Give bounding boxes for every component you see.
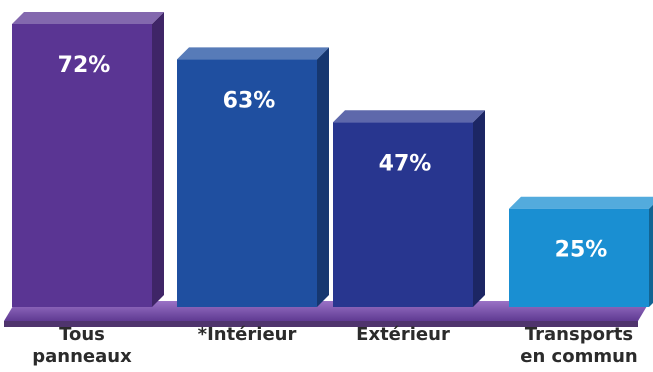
bar-side xyxy=(152,12,164,307)
bar-4 xyxy=(509,196,653,307)
bar-3 xyxy=(333,110,485,307)
bar-side xyxy=(649,204,653,307)
bar-front xyxy=(12,24,152,307)
bar-side xyxy=(473,110,485,307)
chart-floor-edge xyxy=(4,321,638,327)
bar-2 xyxy=(177,47,329,307)
data-label: 47% xyxy=(379,151,432,176)
data-label: 25% xyxy=(555,238,608,263)
bar-top xyxy=(509,196,653,209)
chart-floor xyxy=(4,301,650,321)
bar-front xyxy=(333,122,473,307)
data-label: 72% xyxy=(58,53,111,78)
category-label: Transports en commun xyxy=(520,324,638,367)
bar-top xyxy=(333,110,485,123)
bar-top xyxy=(12,12,164,24)
bar-top xyxy=(177,47,329,60)
category-label: *Intérieur xyxy=(197,324,297,345)
category-label: Extérieur xyxy=(356,324,450,345)
data-label: 63% xyxy=(223,88,276,113)
bar-1 xyxy=(12,12,164,307)
bar-front xyxy=(177,59,317,307)
bar-side xyxy=(317,47,329,307)
category-label: Tous panneaux xyxy=(32,324,132,367)
bar-front xyxy=(509,208,649,307)
